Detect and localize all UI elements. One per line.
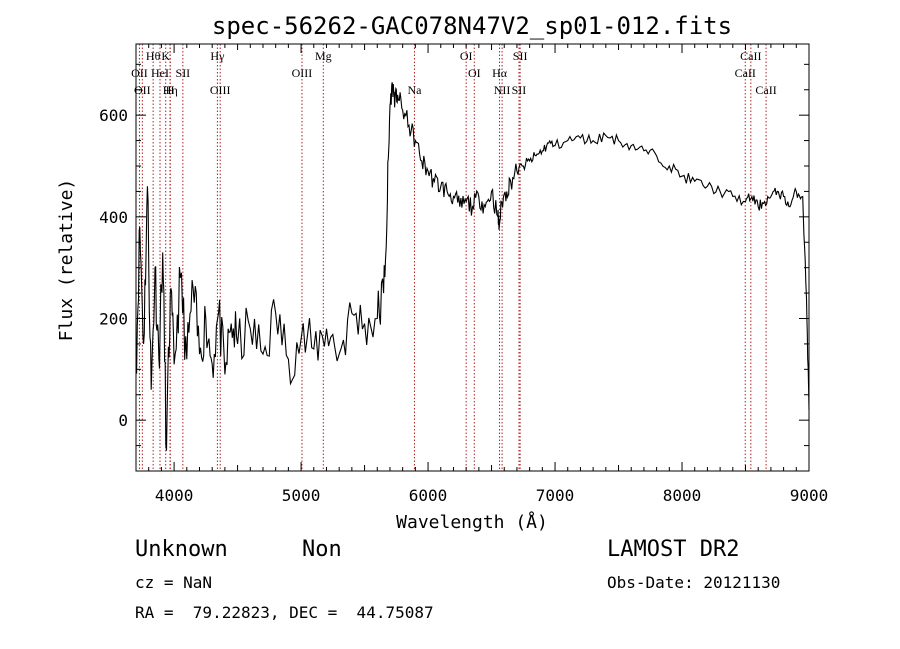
- marker-label: OI: [460, 49, 473, 63]
- x-tick-label: 9000: [790, 486, 829, 505]
- x-tick-label: 5000: [282, 486, 321, 505]
- redshift-value: cz = NaN: [135, 573, 213, 592]
- x-tick-label: 8000: [663, 486, 702, 505]
- marker-lines: [138, 44, 767, 471]
- marker-label: Hη: [163, 83, 178, 97]
- marker-label: K: [161, 49, 170, 63]
- plot-frame: [135, 43, 810, 472]
- y-axis: 0 200 400 600: [99, 63, 809, 472]
- y-tick-label: 200: [99, 310, 128, 329]
- marker-label: OIII: [210, 83, 231, 97]
- y-tick-label: 600: [99, 106, 128, 125]
- x-tick-label: 6000: [409, 486, 448, 505]
- y-axis-label: Flux (relative): [56, 179, 77, 342]
- marker-label: Mg: [315, 49, 332, 63]
- marker-label: OII: [134, 83, 151, 97]
- observation-date: Obs-Date: 20121130: [607, 573, 781, 592]
- y-tick-label: 400: [99, 208, 128, 227]
- spectral-subclass: Non: [302, 537, 342, 562]
- x-tick-label: 4000: [155, 486, 194, 505]
- marker-label: OIII: [292, 66, 313, 80]
- x-axis: 4000 5000 6000 7000 8000 9000: [148, 44, 829, 505]
- marker-label: Na: [407, 83, 422, 97]
- marker-label: SII: [512, 83, 527, 97]
- spectrum-line: [135, 82, 810, 451]
- marker-label: Hγ: [210, 49, 225, 63]
- coordinates: RA = 79.22823, DEC = 44.75087: [135, 603, 434, 622]
- marker-label: SII: [513, 49, 528, 63]
- marker-label: CaII: [755, 83, 776, 97]
- marker-label: Hθ: [146, 49, 161, 63]
- survey-name: LAMOST DR2: [607, 537, 740, 562]
- spectral-class: Unknown: [135, 537, 228, 562]
- marker-label: Hα: [492, 66, 508, 80]
- marker-label: SII: [176, 66, 191, 80]
- marker-label: H: [166, 83, 175, 97]
- x-tick-label: 7000: [536, 486, 575, 505]
- marker-label: CaII: [740, 49, 761, 63]
- y-tick-label: 0: [118, 411, 128, 430]
- chart-title: spec-56262-GAC078N47V2_sp01-012.fits: [212, 12, 732, 40]
- marker-label: OII: [131, 66, 148, 80]
- marker-label: CaII: [735, 66, 756, 80]
- marker-label: NII: [494, 83, 511, 97]
- marker-label: OI: [468, 66, 481, 80]
- x-axis-label: Wavelength (Å): [396, 511, 548, 533]
- marker-label: HeI: [151, 66, 169, 80]
- marker-labels: Hθ K Hγ Mg OI SII CaII OII HeI SII OIII OI Hα CaII OII…: [131, 49, 777, 97]
